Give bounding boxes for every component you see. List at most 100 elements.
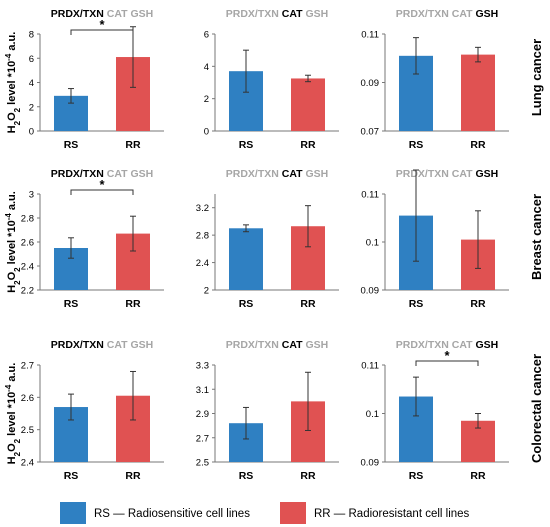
y-tick-label: 2.9 xyxy=(196,409,209,420)
panel-2-1: PRDX/TXN CAT GSH 2.5 2.7 2.9 3.1 3.3 RS RR xyxy=(196,339,339,482)
panel-0-0: PRDX/TXN CAT GSH 0 2 4 6 8 RS RR * xyxy=(29,8,164,151)
title-part: GSH xyxy=(303,8,329,20)
y-label-part: H xyxy=(6,125,18,133)
panel-0-2: PRDX/TXN CAT GSH 0.07 0.09 0.11 RS RR xyxy=(361,8,509,151)
category-label: RR xyxy=(470,298,486,310)
title-part: PRDX/TXN xyxy=(396,168,449,180)
y-tick-label: 0 xyxy=(29,127,34,138)
title-part: CAT xyxy=(104,168,128,180)
panel-2-0: PRDX/TXN CAT GSH 2.4 2.5 2.6 2.7 RS RR xyxy=(21,339,164,482)
category-label: RS xyxy=(64,298,79,310)
y-tick-label: 0.09 xyxy=(361,286,380,297)
title-part: GSH xyxy=(128,168,154,180)
y-tick-label: 3.2 xyxy=(196,203,209,214)
bar-RR xyxy=(461,54,495,131)
y-label-part: H xyxy=(6,285,18,293)
bar-RR xyxy=(291,78,325,131)
title-part: GSH xyxy=(473,8,499,20)
y-label-part: level *10 xyxy=(6,61,18,108)
category-label: RR xyxy=(300,470,316,482)
title-part: PRDX/TXN xyxy=(51,339,104,351)
title-part: PRDX/TXN xyxy=(396,8,449,20)
y-label-sub: 2 xyxy=(13,267,22,272)
title-part: GSH xyxy=(473,339,499,351)
y-label-sub: 2 xyxy=(13,438,22,443)
y-tick-label: 2.7 xyxy=(196,433,209,444)
title-part: PRDX/TXN xyxy=(226,8,279,20)
y-tick-label: 2.5 xyxy=(21,425,34,436)
panel-title: PRDX/TXN CAT GSH xyxy=(51,168,153,180)
title-part: PRDX/TXN xyxy=(51,8,104,20)
y-tick-label: 0.1 xyxy=(366,238,379,249)
y-label-part: a.u. xyxy=(6,191,18,213)
y-tick-label: 0 xyxy=(204,127,209,138)
y-axis-labels: H2O2 level *10-4 a.u.H2O2 level *10-4 a.… xyxy=(4,32,22,465)
y-label-part: O xyxy=(6,443,18,452)
legend-swatch-RS xyxy=(60,502,86,524)
category-label: RR xyxy=(470,470,486,482)
y-tick-label: 2.4 xyxy=(21,458,34,469)
y-label-part: level *10 xyxy=(6,392,18,439)
title-part: GSH xyxy=(128,8,154,20)
title-part: CAT xyxy=(279,8,303,20)
panel-2-2: PRDX/TXN CAT GSH 0.09 0.1 0.11 RS RR * xyxy=(361,339,509,482)
y-tick-label: 2 xyxy=(204,286,209,297)
significance-marker: * xyxy=(444,348,450,363)
y-tick-label: 4 xyxy=(29,78,34,89)
title-part: GSH xyxy=(473,168,499,180)
y-label-sup: -4 xyxy=(4,384,13,392)
y-tick-label: 0.11 xyxy=(361,30,379,41)
y-label-part: a.u. xyxy=(6,363,18,385)
y-tick-label: 0.09 xyxy=(361,458,380,469)
legend-label: RS — Radiosensitive cell lines xyxy=(94,508,250,520)
title-part: GSH xyxy=(303,168,329,180)
y-tick-label: 2.7 xyxy=(21,361,34,372)
category-label: RS xyxy=(239,298,254,310)
panel-1-1: PRDX/TXN CAT GSH 2 2.4 2.8 3.2 RS RR xyxy=(196,168,339,310)
row-labels: Lung cancer Breast cancer Colorectal cance… xyxy=(529,39,544,463)
y-tick-label: 2 xyxy=(204,94,209,105)
y-tick-label: 8 xyxy=(29,30,34,41)
title-part: PRDX/TXN xyxy=(51,168,104,180)
title-part: PRDX/TXN xyxy=(396,339,449,351)
title-part: PRDX/TXN xyxy=(226,339,279,351)
category-label: RR xyxy=(125,470,141,482)
y-tick-label: 2.6 xyxy=(21,238,34,249)
row-label: Lung cancer xyxy=(529,39,544,116)
row-label: Breast cancer xyxy=(529,194,544,280)
title-part: CAT xyxy=(279,168,303,180)
title-part: GSH xyxy=(303,339,329,351)
panel-title: PRDX/TXN CAT GSH xyxy=(226,8,328,20)
panel-title: PRDX/TXN CAT GSH xyxy=(226,168,328,180)
significance-bracket xyxy=(70,189,134,195)
y-tick-label: 2.2 xyxy=(21,286,34,297)
legend: RS — Radiosensitive cell lines RR — Radio… xyxy=(60,502,470,524)
y-axis-label: H2O2 level *10-4 a.u. xyxy=(4,32,22,134)
y-tick-label: 0.07 xyxy=(361,127,380,138)
category-label: RS xyxy=(64,470,79,482)
panel-title: PRDX/TXN CAT GSH xyxy=(396,339,498,351)
y-tick-label: 2.6 xyxy=(21,393,34,404)
y-label-sup: -4 xyxy=(4,53,13,61)
category-label: RS xyxy=(409,139,424,151)
significance-marker: * xyxy=(99,17,105,32)
panel-1-0: PRDX/TXN CAT GSH 2.2 2.4 2.6 2.8 3 RS RR * xyxy=(21,168,164,310)
y-tick-label: 2.8 xyxy=(21,214,34,225)
category-label: RS xyxy=(239,139,254,151)
y-label-part: O xyxy=(6,271,18,280)
category-label: RR xyxy=(300,298,316,310)
y-tick-label: 0.1 xyxy=(366,409,379,420)
y-label-part: a.u. xyxy=(6,32,18,54)
y-tick-label: 2.4 xyxy=(21,262,34,273)
significance-marker: * xyxy=(99,177,105,192)
title-part: CAT xyxy=(104,339,128,351)
legend-label: RR — Radioresistant cell lines xyxy=(314,508,470,520)
category-label: RR xyxy=(300,139,316,151)
title-part: CAT xyxy=(449,339,473,351)
y-tick-label: 2 xyxy=(29,102,34,113)
category-label: RS xyxy=(409,298,424,310)
y-axis-label: H2O2 level *10-4 a.u. xyxy=(4,191,22,293)
title-part: GSH xyxy=(128,339,154,351)
title-part: CAT xyxy=(279,339,303,351)
y-tick-label: 3 xyxy=(29,190,34,201)
